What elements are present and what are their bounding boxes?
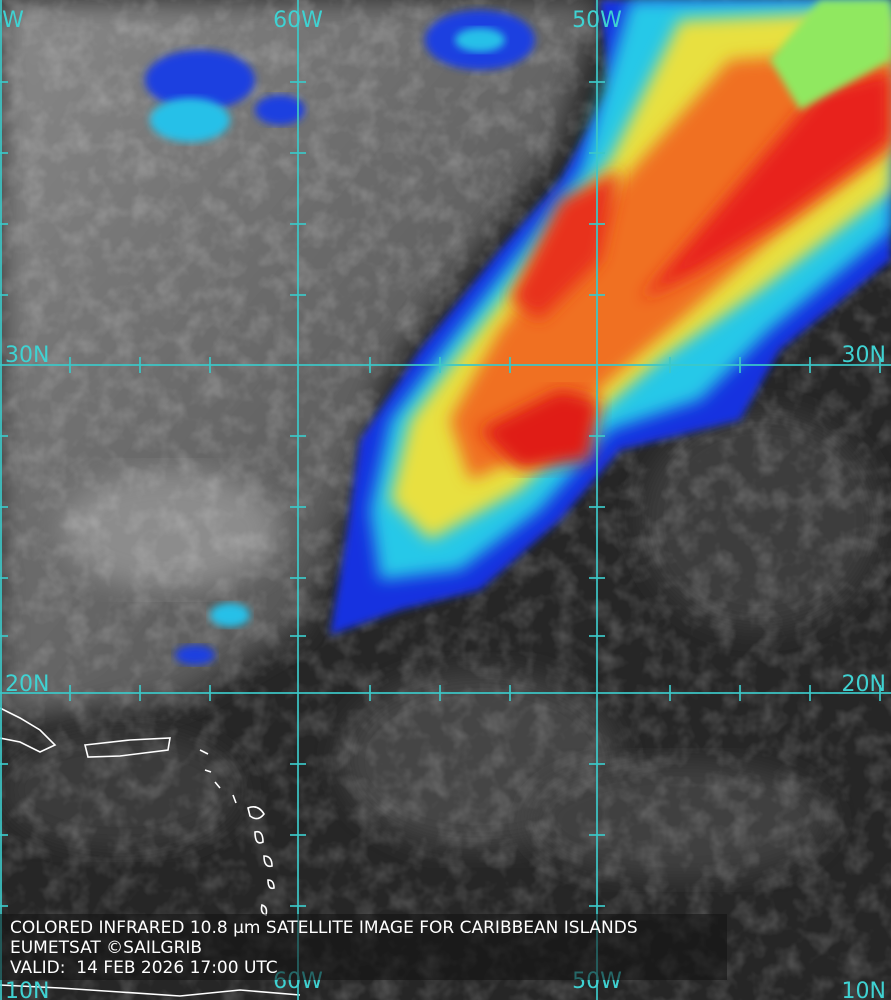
latitude-label: 30N (5, 343, 49, 368)
latitude-label: 10N (5, 979, 49, 1000)
latitude-label: 10N (842, 979, 886, 1000)
longitude-label: 60W (273, 8, 323, 33)
caption-line: VALID: 14 FEB 2026 17:00 UTC (10, 958, 278, 978)
caption-line: EUMETSAT ©SAILGRIB (10, 938, 202, 958)
coastline (0, 707, 301, 997)
latitude-label: 20N (5, 672, 49, 697)
latitude-label: 20N (842, 672, 886, 697)
longitude-label: 70W (0, 8, 24, 33)
grid-tick (0, 81, 881, 907)
caption-line: COLORED INFRARED 10.8 µm SATELLITE IMAGE… (10, 918, 638, 938)
longitude-label: 50W (572, 8, 622, 33)
cloud-band (330, 0, 891, 635)
cloud-cells (145, 10, 535, 665)
caption-box (0, 914, 727, 980)
latitude-label: 30N (842, 343, 886, 368)
